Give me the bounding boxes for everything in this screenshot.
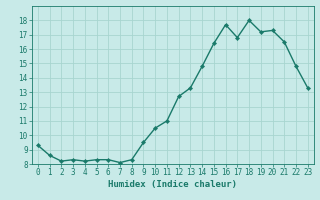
X-axis label: Humidex (Indice chaleur): Humidex (Indice chaleur) (108, 180, 237, 189)
